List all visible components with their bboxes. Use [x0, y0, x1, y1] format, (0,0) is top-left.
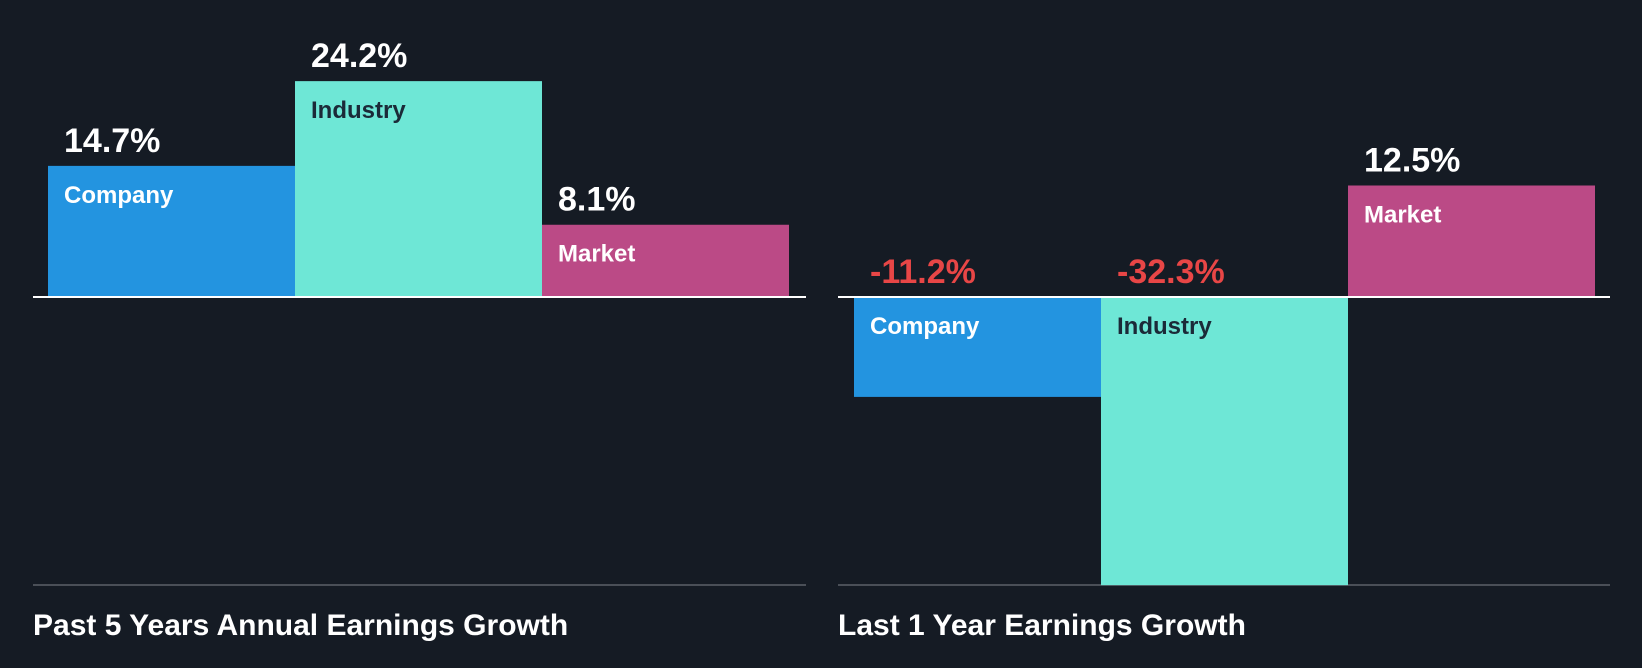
- chart1-value-label-company: 14.7%: [64, 122, 160, 160]
- chart2-category-label-company: Company: [870, 313, 980, 340]
- chart1-bar-company: [48, 165, 295, 297]
- chart1-title: Past 5 Years Annual Earnings Growth: [33, 609, 568, 642]
- chart1-value-label-industry: 24.2%: [311, 37, 407, 75]
- chart2-category-label-market: Market: [1364, 202, 1441, 229]
- chart1-bar-industry: [295, 81, 542, 297]
- chart1-category-label-market: Market: [558, 241, 635, 268]
- chart2-title: Last 1 Year Earnings Growth: [838, 609, 1246, 642]
- chart2-value-label-company: -11.2%: [870, 253, 976, 291]
- chart2-bar-market: [1348, 185, 1595, 297]
- chart2-value-label-industry: -32.3%: [1117, 253, 1225, 291]
- chart1-bar-market: [542, 224, 789, 297]
- chart2-bar-industry: [1101, 297, 1348, 586]
- chart2-value-label-market: 12.5%: [1364, 142, 1460, 180]
- chart1-category-label-industry: Industry: [311, 97, 406, 124]
- chart2-category-label-industry: Industry: [1117, 313, 1212, 340]
- chart1-value-label-market: 8.1%: [558, 181, 636, 219]
- chart2-bar-company: [854, 297, 1101, 397]
- chart1-category-label-company: Company: [64, 182, 174, 209]
